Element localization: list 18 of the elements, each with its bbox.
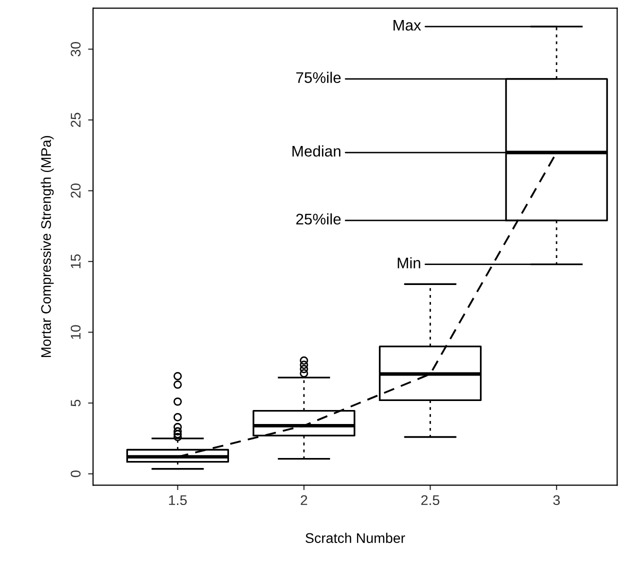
annotation: Min xyxy=(398,257,420,268)
y-tick-label: 15 xyxy=(70,254,81,268)
annotation: Max xyxy=(394,20,422,31)
y-tick-label: 20 xyxy=(70,184,81,198)
x-tick-label: 2 xyxy=(300,495,308,505)
x-tick-label: 2.5 xyxy=(421,495,440,506)
x-axis-title: Scratch Number xyxy=(306,532,406,544)
y-axis-title: Mortar Compressive Strength (MPa) xyxy=(40,136,54,358)
y-tick-label: 30 xyxy=(70,42,81,56)
annotation: 25%ile xyxy=(296,213,341,225)
x-tick-label: 1.5 xyxy=(169,495,187,506)
y-tick-label: 10 xyxy=(70,325,81,339)
annotation: 75%ile xyxy=(296,72,341,84)
y-tick-label: 0 xyxy=(70,470,81,478)
y-tick-label: 5 xyxy=(70,400,81,406)
annotation: Median xyxy=(292,145,340,157)
x-tick-label: 3 xyxy=(553,495,560,506)
y-tick-label: 25 xyxy=(70,112,81,127)
